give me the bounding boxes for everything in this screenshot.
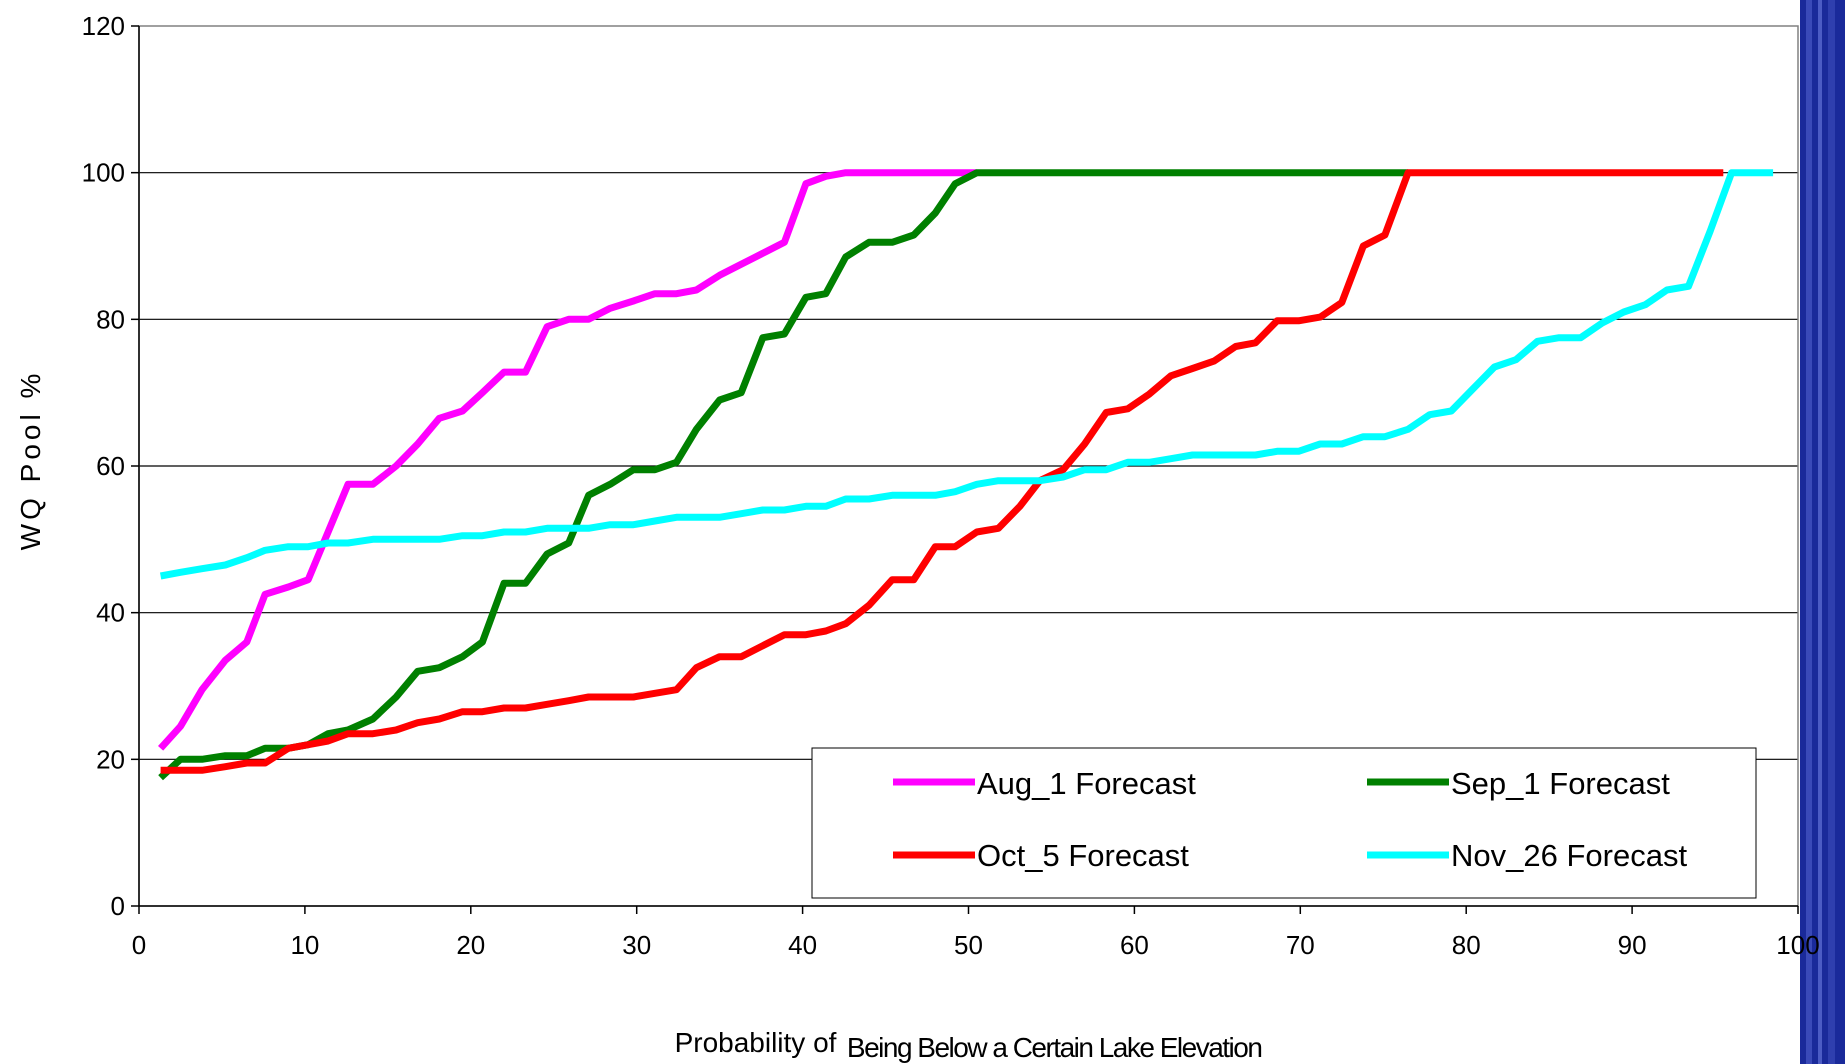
legend-label-aug-1: Aug_1 Forecast xyxy=(977,766,1196,801)
axes: 0 20 40 60 80 100 120 0 10 20 30 40 50 60 70 80 90 100 xyxy=(82,11,1820,960)
series-line-oct-5-forecast xyxy=(160,169,1724,774)
side-decoration xyxy=(1800,0,1845,1064)
legend-label-sep-1: Sep_1 Forecast xyxy=(1451,766,1670,801)
legend-label-oct-5: Oct_5 Forecast xyxy=(977,838,1189,873)
x-tick-label-60: 60 xyxy=(1120,930,1149,960)
y-tick-label-60: 60 xyxy=(96,451,125,481)
y-tick-label-120: 120 xyxy=(82,11,125,41)
x-axis-title-sub: Being Below a Certain Lake Elevation xyxy=(847,1032,1262,1063)
y-tick-label-40: 40 xyxy=(96,598,125,628)
y-tick-label-20: 20 xyxy=(96,744,125,774)
x-tick-label-50: 50 xyxy=(954,930,983,960)
series-group xyxy=(158,169,1774,781)
x-tick-label-20: 20 xyxy=(456,930,485,960)
x-tick-label-80: 80 xyxy=(1452,930,1481,960)
series-line-aug-1-forecast xyxy=(158,169,977,751)
x-tick-label-10: 10 xyxy=(290,930,319,960)
legend-box xyxy=(811,747,1757,899)
x-axis-title: Probability of Being Below a Certain Lak… xyxy=(675,1027,1262,1063)
x-tick-label-90: 90 xyxy=(1618,930,1647,960)
y-axis-title: WQ Pool % xyxy=(15,370,46,551)
x-tick-label-30: 30 xyxy=(622,930,651,960)
x-axis-title-main: Probability of xyxy=(675,1027,837,1058)
x-tick-label-100: 100 xyxy=(1776,930,1819,960)
legend: Aug_1 Forecast Sep_1 Forecast Oct_5 Fore… xyxy=(811,747,1757,899)
x-tick-label-70: 70 xyxy=(1286,930,1315,960)
y-tick-label-80: 80 xyxy=(96,304,125,334)
x-tick-label-40: 40 xyxy=(788,930,817,960)
y-tick-label-0: 0 xyxy=(111,891,125,921)
series-line-nov-26-forecast xyxy=(159,169,1774,580)
y-tick-label-100: 100 xyxy=(82,158,125,188)
legend-label-nov-26: Nov_26 Forecast xyxy=(1451,838,1687,873)
x-tick-label-0: 0 xyxy=(132,930,146,960)
